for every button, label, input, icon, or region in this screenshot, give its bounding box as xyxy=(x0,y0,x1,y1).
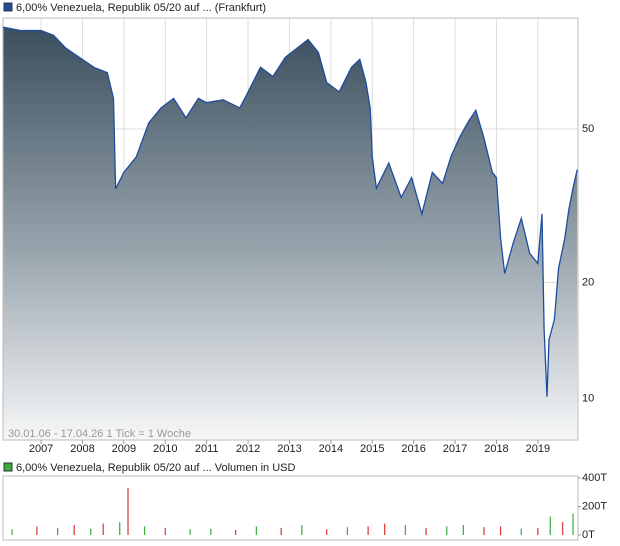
volume-bar xyxy=(189,529,191,535)
y-tick-label: 400T xyxy=(582,472,607,484)
x-tick-label: 2018 xyxy=(484,443,508,455)
x-tick-label: 2008 xyxy=(70,443,94,455)
volume-bar xyxy=(127,487,129,535)
x-tick-label: 2015 xyxy=(360,443,384,455)
price-area xyxy=(3,27,578,440)
x-tick-label: 2014 xyxy=(319,443,343,455)
legend-swatch xyxy=(3,462,13,472)
legend-swatch xyxy=(3,2,13,12)
volume-bar xyxy=(483,527,485,535)
volume-bar xyxy=(520,528,522,535)
x-tick-label: 2012 xyxy=(236,443,260,455)
legend-label: 6,00% Venezuela, Republik 05/20 auf ... … xyxy=(16,2,266,14)
volume-bar xyxy=(119,522,121,535)
volume-bar xyxy=(235,530,237,535)
x-tick-label: 2017 xyxy=(443,443,467,455)
price-frame xyxy=(2,17,579,441)
x-tick-label: 2013 xyxy=(277,443,301,455)
volume-bar xyxy=(57,527,59,535)
volume-frame xyxy=(2,475,579,541)
volume-bar xyxy=(367,526,369,535)
volume-bar xyxy=(280,527,282,535)
volume-bar xyxy=(562,522,564,535)
volume-bar xyxy=(210,528,212,535)
range-note: 30.01.06 - 17.04.26 1 Tick = 1 Woche xyxy=(8,428,191,440)
y-tick-label: 20 xyxy=(582,276,594,288)
volume-bar xyxy=(164,527,166,535)
y-tick-label: 50 xyxy=(582,123,594,135)
volume-bar xyxy=(255,526,257,535)
volume-bar xyxy=(11,529,13,535)
volume-bar xyxy=(499,526,502,535)
volume-bar xyxy=(404,525,406,535)
y-tick-label: 10 xyxy=(582,392,594,404)
volume-bar xyxy=(446,526,448,535)
x-tick-label: 2019 xyxy=(526,443,550,455)
volume-bar xyxy=(143,526,146,535)
x-tick-label: 2010 xyxy=(153,443,177,455)
x-tick-label: 2011 xyxy=(195,443,219,455)
volume-bar xyxy=(537,527,539,535)
volume-bar xyxy=(90,528,92,535)
y-tick-label: 200T xyxy=(582,500,607,512)
volume-bar xyxy=(36,526,38,535)
volume-bar xyxy=(462,525,464,535)
legend-label: 6,00% Venezuela, Republik 05/20 auf ... … xyxy=(16,462,296,474)
volume-bar xyxy=(549,516,551,535)
x-tick-label: 2009 xyxy=(112,443,136,455)
x-tick-label: 2016 xyxy=(401,443,425,455)
volume-bar xyxy=(326,529,328,535)
price-line xyxy=(2,26,578,397)
volume-bar xyxy=(346,527,349,535)
volume-bar xyxy=(102,523,104,535)
volume-bar xyxy=(301,525,303,535)
x-tick-label: 2007 xyxy=(29,443,53,455)
volume-bar xyxy=(73,525,75,535)
volume-bar xyxy=(384,523,386,535)
volume-bar xyxy=(572,513,574,535)
volume-bar xyxy=(425,527,427,535)
y-tick-label: 0T xyxy=(582,529,595,541)
